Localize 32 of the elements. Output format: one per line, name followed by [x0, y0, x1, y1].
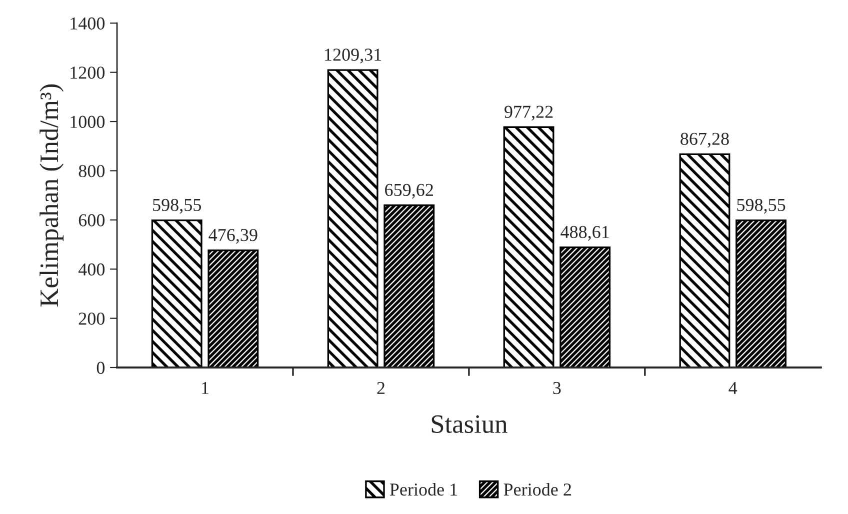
bar: [736, 219, 787, 368]
bar: [503, 126, 554, 368]
data-label: 488,61: [560, 226, 609, 241]
y-axis-title: Kelimpahan (Ind/m³): [40, 84, 64, 307]
x-tick-label: 2: [377, 382, 384, 394]
bar: [384, 204, 435, 368]
data-label: 598,55: [153, 198, 201, 214]
legend-label: Periode 1: [390, 482, 458, 496]
bar: [208, 249, 259, 368]
y-tick-label: 1000: [70, 116, 105, 128]
data-label: 659,62: [385, 184, 433, 199]
bar: [151, 219, 202, 368]
y-tick-label: 200: [78, 312, 105, 325]
y-tick-label: 1200: [70, 66, 105, 79]
x-tick-label: 3: [553, 382, 561, 394]
bar: [327, 69, 378, 368]
data-label: 977,22: [504, 106, 553, 121]
bar: [679, 153, 730, 368]
y-tick-label: 0: [96, 362, 105, 374]
data-label: 1209,31: [325, 48, 382, 64]
bar: [560, 246, 611, 368]
data-label: 598,55: [737, 198, 786, 214]
x-tick-label: 4: [728, 382, 738, 394]
data-label: 476,39: [208, 228, 258, 244]
y-tick-label: 800: [78, 164, 105, 178]
y-tick-label: 400: [78, 263, 105, 276]
data-label: 867,28: [680, 132, 729, 148]
y-tick-label: 1400: [70, 17, 105, 30]
x-axis-title: Stasiun: [432, 415, 508, 434]
x-tick-label: 1: [202, 382, 208, 394]
y-tick-label: 600: [78, 214, 105, 226]
legend-label: Periode 2: [504, 482, 571, 496]
